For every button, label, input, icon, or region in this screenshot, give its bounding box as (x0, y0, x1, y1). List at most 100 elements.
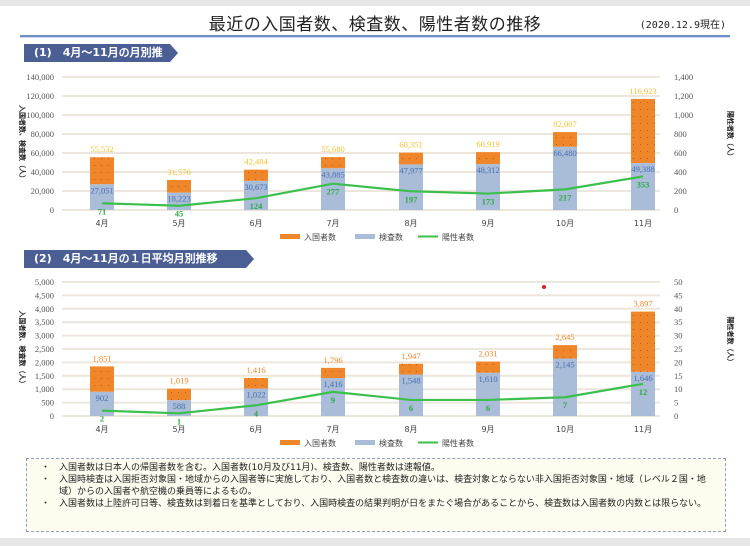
legend-label-tests: 検査数 (379, 438, 403, 448)
x-tick-label: 10月 (556, 219, 574, 228)
data-label-tests: 27,051 (90, 185, 113, 195)
as-of-date: (2020.12.9現在) (639, 20, 726, 31)
x-tick-label: 9月 (481, 219, 494, 228)
data-label-positives: 4 (254, 408, 259, 418)
top-strip (0, 0, 750, 6)
x-tick-label: 8月 (404, 219, 417, 228)
x-tick-label: 10月 (556, 425, 574, 434)
bar-tests (244, 180, 268, 210)
notes-box: 入国者数は日本人の帰国者数を含む。入国者数(10月及び11月)、検査数、陽性者数… (26, 458, 726, 532)
y2-tick-label: 1,000 (674, 110, 693, 120)
legend-swatch-tests (355, 440, 375, 445)
y2-tick-label: 30 (674, 331, 683, 341)
y-tick-label: 1,500 (35, 371, 54, 381)
y-tick-label: 4,000 (35, 304, 54, 314)
bar-tests (553, 146, 577, 210)
y2-tick-label: 600 (674, 148, 687, 158)
y-axis-label: 入国者数、検査数（人） (18, 104, 27, 182)
data-label-tests: 1,548 (401, 376, 420, 386)
bar-tests (321, 168, 345, 210)
y-tick-label: 1,000 (35, 384, 54, 394)
y2-tick-label: 5 (674, 398, 678, 408)
bottom-strip (0, 538, 750, 546)
y-tick-label: 4,500 (35, 290, 54, 300)
y-axis-label: 入国者数、検査数（人） (18, 310, 27, 388)
y-tick-label: 3,000 (35, 331, 54, 341)
data-label-arrivals: 31,576 (167, 167, 190, 177)
y2-axis-label: 陽性者数（人） (726, 317, 735, 366)
x-tick-label: 5月 (172, 219, 185, 228)
data-label-positives: 173 (482, 197, 495, 207)
legend-label-positives: 陽性者数 (442, 232, 474, 242)
x-tick-label: 9月 (481, 425, 494, 434)
legend-label-arrivals: 入国者数 (304, 438, 336, 448)
y2-tick-label: 1,400 (674, 72, 693, 82)
bar-arrivals (244, 378, 268, 389)
bar-arrivals (167, 388, 191, 401)
stray-red-dot (542, 285, 546, 289)
data-label-arrivals: 60,351 (399, 140, 422, 150)
data-label-tests: 49,388 (631, 164, 654, 174)
bar-tests (631, 371, 655, 416)
data-label-tests: 48,312 (476, 165, 499, 175)
y2-tick-label: 0 (674, 411, 678, 421)
data-label-tests: 1,646 (633, 373, 652, 383)
y-tick-label: 3,500 (35, 317, 54, 327)
y2-tick-label: 15 (674, 371, 683, 381)
section-header-daily-average: (2) 4月～11月の１日平均月別推移 (24, 250, 254, 268)
y-tick-label: 60,000 (31, 148, 54, 158)
data-label-arrivals: 1,947 (401, 351, 420, 361)
y-tick-label: 500 (41, 398, 54, 408)
data-label-positives: 2 (100, 414, 104, 424)
x-tick-label: 8月 (404, 425, 417, 434)
page-title: 最近の入国者数、検査数、陽性者数の推移 (208, 15, 542, 35)
bar-tests (553, 358, 577, 416)
data-label-positives: 197 (405, 194, 419, 204)
section-header-monthly: (1) 4月～11月の月別推移 (24, 44, 178, 77)
data-label-arrivals: 2,031 (478, 349, 497, 359)
data-label-positives: 6 (486, 403, 490, 413)
x-tick-label: 6月 (249, 425, 262, 434)
daily-average-chart: 0 0 500 5 1,000 10 1,500 15 2,000 20 2,500 25 3,000 3… (18, 277, 735, 448)
bar-tests (631, 163, 655, 210)
data-label-tests: 1,022 (246, 390, 265, 400)
bar-arrivals (476, 361, 500, 373)
data-label-positives: 277 (327, 187, 341, 197)
x-tick-label: 5月 (172, 425, 185, 434)
data-label-tests: 588 (173, 401, 186, 411)
bar-arrivals (399, 152, 423, 165)
y2-tick-label: 1,200 (674, 91, 693, 101)
y2-tick-label: 10 (674, 384, 683, 394)
data-label-positives: 12 (639, 387, 648, 397)
data-label-arrivals: 3,897 (633, 299, 652, 309)
data-label-tests: 47,977 (399, 165, 422, 175)
bar-arrivals (476, 152, 500, 165)
data-label-positives: 45 (175, 209, 184, 219)
monthly-chart: 0 0 20,000 200 40,000 400 60,000 600 80,000 800 10… (18, 72, 735, 242)
legend-label-arrivals: 入国者数 (304, 232, 336, 242)
y-tick-label: 40,000 (31, 167, 54, 177)
bar-tests (399, 374, 423, 416)
data-label-tests: 66,480 (553, 148, 576, 158)
bar-arrivals (631, 98, 655, 164)
title-underline (20, 35, 730, 38)
x-tick-label: 4月 (95, 219, 108, 228)
data-label-tests: 2,145 (555, 360, 574, 370)
x-tick-label: 7月 (326, 219, 339, 228)
data-label-tests: 902 (96, 393, 109, 403)
data-label-positives: 71 (98, 206, 107, 216)
legend-swatch-arrivals (280, 440, 300, 445)
x-tick-label: 6月 (249, 219, 262, 228)
bar-tests (476, 164, 500, 210)
bar-arrivals (167, 180, 191, 193)
note-item: 入国者数は上陸許可日等、検査数は到着日を基準としており、入国時検査の結果判明が日… (41, 498, 717, 510)
data-label-tests: 43,885 (321, 169, 344, 179)
y-tick-label: 2,000 (35, 357, 54, 367)
data-label-arrivals: 1,019 (169, 376, 188, 386)
x-tick-label: 11月 (634, 425, 652, 434)
bar-arrivals (90, 157, 114, 185)
y2-tick-label: 25 (674, 344, 683, 354)
bar-tests (476, 372, 500, 416)
y2-tick-label: 35 (674, 317, 683, 327)
bar-arrivals (553, 132, 577, 147)
